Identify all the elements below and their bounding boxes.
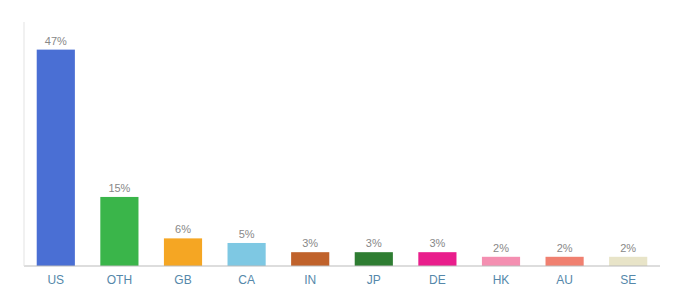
bar — [482, 257, 520, 266]
bars — [37, 50, 648, 266]
y-axis — [24, 22, 25, 266]
x-axis — [24, 266, 660, 267]
x-tick-label: IN — [304, 273, 316, 287]
bar — [100, 197, 138, 266]
bar — [418, 252, 456, 266]
data-label: 3% — [302, 237, 318, 249]
data-label: 47% — [45, 35, 67, 47]
x-tick-label: OTH — [107, 273, 132, 287]
chart-container: US OTH GB CA IN JP DE HK AU SE 47% 15% 6% 5% 3% 3% 3% 2% 2… — [0, 0, 680, 300]
x-tick-label: GB — [174, 273, 191, 287]
x-tick-label: CA — [238, 273, 255, 287]
data-label: 15% — [108, 182, 130, 194]
data-label: 6% — [175, 223, 191, 235]
data-label: 3% — [429, 237, 445, 249]
x-tick-label: US — [47, 273, 64, 287]
x-tick-label: JP — [367, 273, 381, 287]
data-label: 2% — [493, 242, 509, 254]
data-label: 3% — [366, 237, 382, 249]
bar — [37, 50, 75, 266]
data-label: 2% — [557, 242, 573, 254]
data-label: 2% — [620, 242, 636, 254]
x-tick-label: SE — [620, 273, 636, 287]
x-tick-label: DE — [429, 273, 446, 287]
bar — [355, 252, 393, 266]
bar — [546, 257, 584, 266]
bar — [228, 243, 266, 266]
x-tick-label: HK — [493, 273, 510, 287]
bar — [609, 257, 647, 266]
x-tick-label: AU — [556, 273, 573, 287]
bar — [164, 238, 202, 266]
data-label: 5% — [239, 228, 255, 240]
bar — [291, 252, 329, 266]
chart: US OTH GB CA IN JP DE HK AU SE 47% 15% 6% 5% 3% 3% 3% 2% 2… — [0, 0, 680, 300]
